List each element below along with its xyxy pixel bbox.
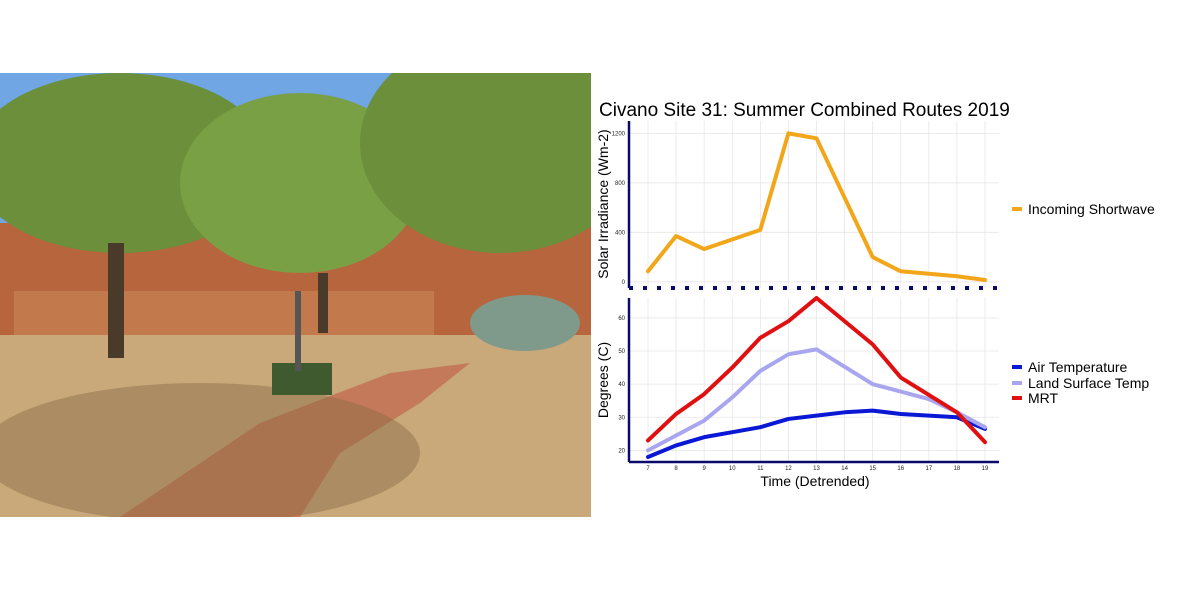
top-y-tick-label: 0 bbox=[622, 280, 626, 286]
x-tick-label: 18 bbox=[954, 466, 961, 472]
top-panel-y-label: Solar Irradiance (Wm-2) bbox=[595, 129, 611, 278]
x-axis-label: Time (Detrended) bbox=[760, 473, 869, 489]
x-tick-label: 11 bbox=[757, 466, 764, 472]
top-y-tick-label: 1200 bbox=[612, 131, 626, 137]
photo-instrument-mast bbox=[295, 291, 301, 371]
x-tick-label: 13 bbox=[813, 466, 820, 472]
x-tick-label: 17 bbox=[925, 466, 932, 472]
bottom-panel: 20 30 40 50 60 7 8 9 10 11 12 13 14 15 16 17 18 19 Degre… bbox=[595, 296, 999, 489]
photo-red-path bbox=[120, 363, 470, 517]
bottom-y-tick-label: 60 bbox=[618, 316, 625, 322]
x-tick-label: 8 bbox=[674, 466, 678, 472]
x-tick-label: 10 bbox=[729, 466, 736, 472]
top-panel-y-ticks: 0 400 800 1200 bbox=[612, 131, 626, 285]
photo-low-wall bbox=[14, 291, 434, 337]
bottom-y-tick-label: 30 bbox=[618, 415, 625, 421]
legend-label-incoming-shortwave: Incoming Shortwave bbox=[1028, 201, 1155, 217]
photo-tree-canopy-right bbox=[360, 73, 591, 253]
top-panel-grid bbox=[629, 121, 999, 288]
bottom-y-tick-label: 50 bbox=[618, 349, 625, 355]
series-line-incoming-shortwave bbox=[646, 131, 987, 282]
x-tick-label: 15 bbox=[869, 466, 876, 472]
bottom-panel-grid bbox=[629, 298, 999, 462]
x-ticks: 7 8 9 10 11 12 13 14 15 16 17 18 19 bbox=[646, 466, 989, 472]
bottom-panel-y-ticks: 20 30 40 50 60 bbox=[618, 316, 625, 455]
photo-agave bbox=[470, 295, 580, 351]
photo-instrument-cart bbox=[272, 363, 332, 395]
photo-shadow bbox=[0, 383, 420, 517]
x-tick-label: 7 bbox=[646, 466, 650, 472]
site-photo bbox=[0, 73, 591, 517]
x-tick-label: 9 bbox=[702, 466, 706, 472]
x-tick-label: 12 bbox=[785, 466, 792, 472]
top-panel-series bbox=[646, 131, 987, 282]
series-line-land-surface-temp bbox=[646, 347, 987, 453]
x-tick-label: 19 bbox=[982, 466, 989, 472]
x-tick-label: 14 bbox=[841, 466, 848, 472]
legend-label-mrt: MRT bbox=[1028, 390, 1059, 406]
legend-label-land-surface-temp: Land Surface Temp bbox=[1028, 375, 1149, 391]
photo-tree-canopy-mid bbox=[180, 93, 420, 273]
chart-title: Civano Site 31: Summer Combined Routes 2… bbox=[599, 100, 1010, 121]
photo-tree-trunk-2 bbox=[318, 273, 328, 333]
bottom-panel-series bbox=[646, 296, 987, 460]
series-line-air-temperature bbox=[646, 408, 987, 460]
legend-label-air-temperature: Air Temperature bbox=[1028, 359, 1128, 375]
x-tick-label: 16 bbox=[897, 466, 904, 472]
top-y-tick-label: 800 bbox=[615, 181, 626, 187]
bottom-panel-y-label: Degrees (C) bbox=[595, 342, 611, 418]
series-line-mrt bbox=[646, 296, 987, 445]
bottom-y-tick-label: 20 bbox=[618, 448, 625, 454]
top-y-tick-label: 400 bbox=[615, 230, 626, 236]
top-panel: 0 400 800 1200 Solar Irradiance (Wm-2) bbox=[595, 121, 999, 290]
bottom-y-tick-label: 40 bbox=[618, 382, 625, 388]
photo-tree-trunk bbox=[108, 243, 124, 358]
chart: Civano Site 31: Summer Combined Routes 2… bbox=[595, 100, 1155, 489]
